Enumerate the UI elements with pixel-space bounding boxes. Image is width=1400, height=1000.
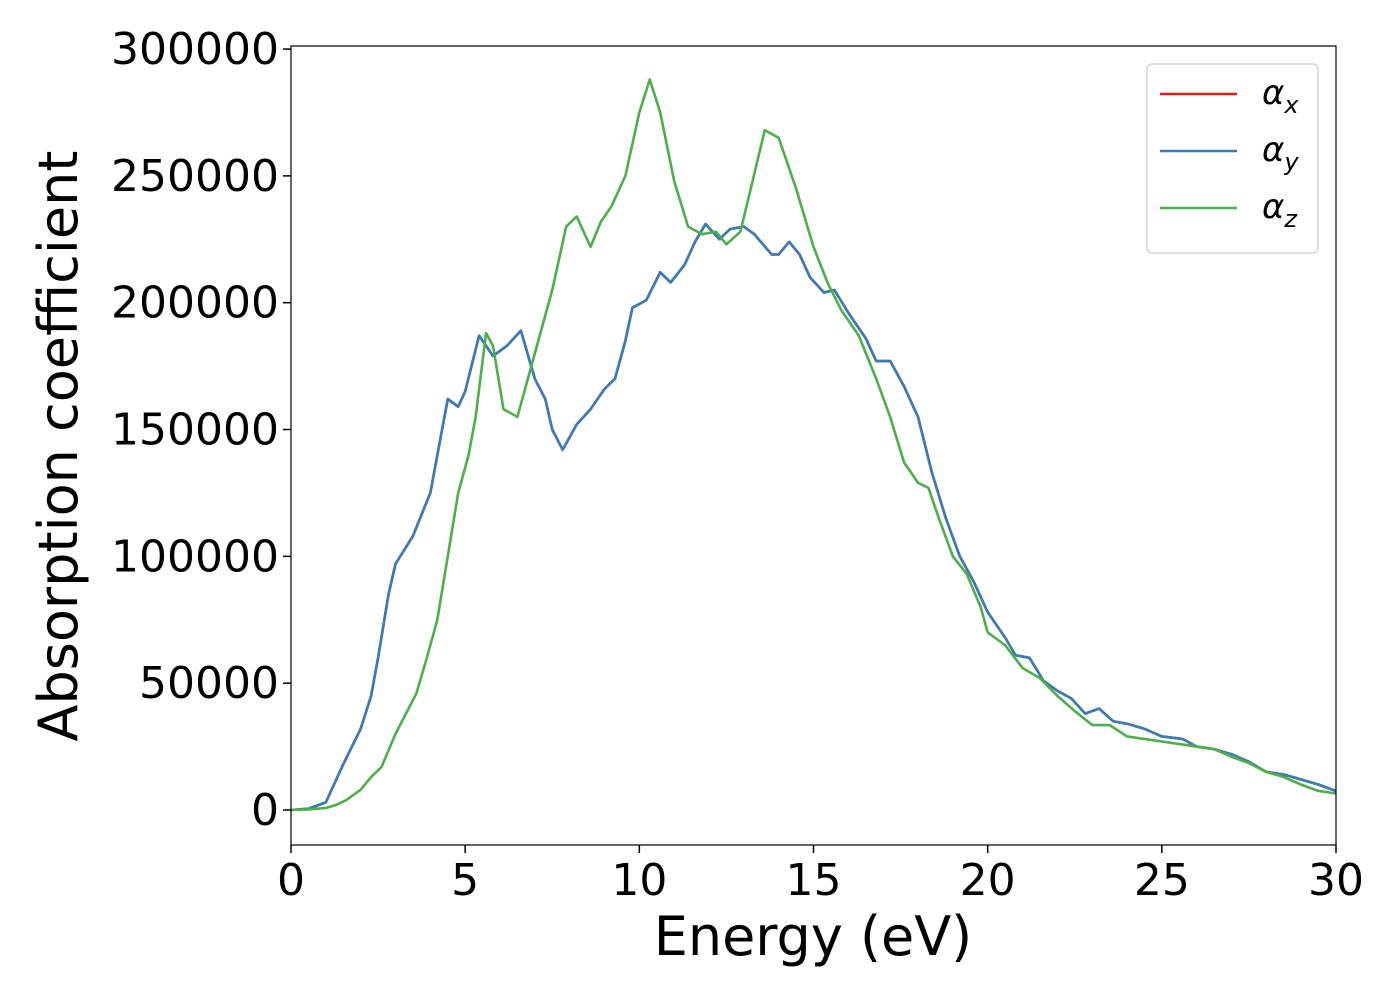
legend-label: αx: [1262, 73, 1299, 119]
data-line: [291, 222, 1336, 812]
y-tick-label: 200000: [111, 278, 279, 329]
legend-subscript: y: [1283, 148, 1299, 176]
plot-frame: [290, 45, 1337, 846]
legend-symbol: α: [1262, 130, 1284, 170]
legend-subscript: x: [1283, 91, 1299, 119]
x-tick-label: 10: [611, 855, 667, 906]
y-tick-label: 250000: [111, 151, 279, 202]
y-tick-label: 150000: [111, 405, 279, 456]
legend-label: αy: [1262, 130, 1299, 176]
y-tick-label: 100000: [111, 531, 279, 582]
x-tick-label: 5: [451, 855, 479, 906]
legend-symbol: α: [1262, 73, 1284, 113]
x-tick-label: 0: [277, 855, 305, 906]
x-axis-label: Energy (eV): [654, 905, 973, 968]
y-tick-label: 300000: [111, 24, 279, 75]
data-line: [291, 78, 1336, 812]
x-tick-label: 20: [960, 855, 1016, 906]
x-tick-label: 30: [1308, 855, 1364, 906]
x-tick-label: 25: [1134, 855, 1190, 906]
y-tick-label: 0: [251, 785, 279, 836]
y-tick-label: 50000: [139, 658, 279, 709]
legend-label: αz: [1262, 187, 1298, 233]
legend-box: [1146, 63, 1319, 254]
x-tick-label: 15: [786, 855, 842, 906]
y-axis-label: Absorption coefficient: [27, 151, 90, 742]
legend-subscript: z: [1283, 205, 1298, 233]
legend-symbol: α: [1262, 187, 1284, 227]
